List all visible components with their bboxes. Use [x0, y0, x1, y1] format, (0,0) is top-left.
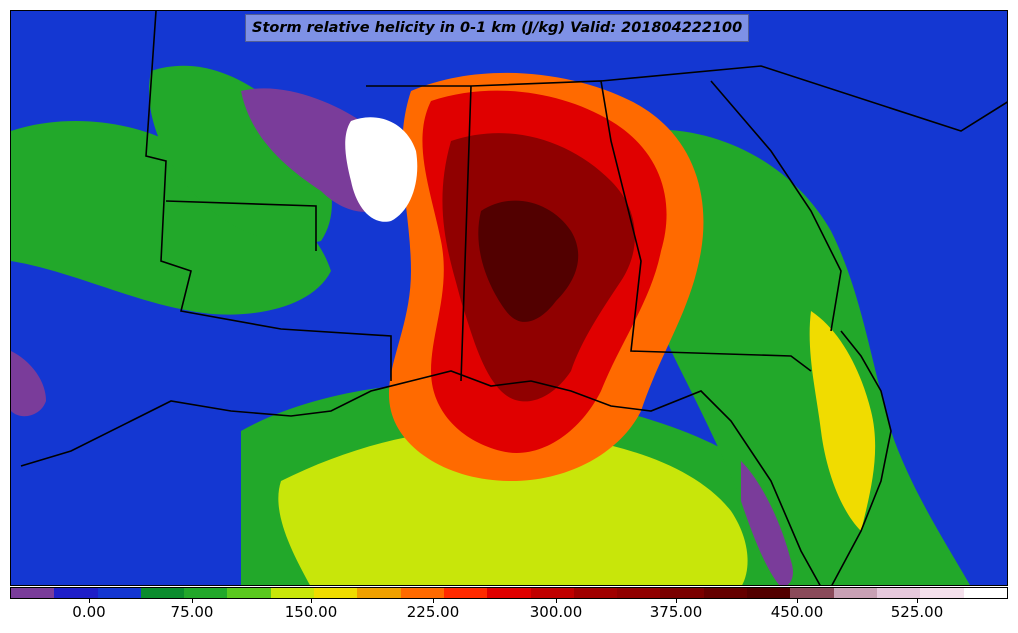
- colorbar-tick-mark: [917, 599, 918, 603]
- colorbar-tick-mark: [192, 599, 193, 603]
- colorbar-tick-label: 375.00: [649, 603, 703, 621]
- colorbar-tick-label: 75.00: [170, 603, 214, 621]
- colorbar-ticks: 0.00 75.00 150.00 225.00 300.00 375.00 450.00 5…: [10, 599, 1008, 629]
- colorbar-tick-label: 450.00: [770, 603, 824, 621]
- colorbar-swatch: [573, 588, 618, 598]
- colorbar-swatch: [227, 588, 271, 598]
- colorbar-swatch: [400, 588, 444, 598]
- helicity-map: [11, 11, 1007, 585]
- colorbar-swatch: [876, 588, 921, 598]
- coastline: [20, 330, 892, 585]
- colorbar-swatch: [530, 588, 574, 598]
- colorbar: [10, 587, 1008, 599]
- colorbar-swatch: [487, 588, 531, 598]
- colorbar-swatch: [660, 588, 704, 598]
- colorbar-tick-mark: [556, 599, 557, 603]
- map-panel: [10, 10, 1008, 586]
- colorbar-swatch: [97, 588, 141, 598]
- colorbar-swatch: [314, 588, 358, 598]
- green-area-east: [629, 129, 970, 585]
- colorbar-swatch: [184, 588, 228, 598]
- colorbar-swatch: [357, 588, 401, 598]
- map-title: Storm relative helicity in 0-1 km (J/kg)…: [245, 14, 750, 42]
- purple-patch-florida: [741, 461, 793, 585]
- colorbar-tick-label: 0.00: [72, 603, 106, 621]
- colorbar-swatch: [790, 588, 834, 598]
- colorbar-tick-mark: [89, 599, 90, 603]
- boundaries: [20, 11, 1007, 585]
- purple-patch-west: [11, 351, 46, 417]
- colorbar-swatch: [833, 588, 877, 598]
- colorbar-tick-mark: [311, 599, 312, 603]
- colorbar-tick-mark: [676, 599, 677, 603]
- colorbar-tick-label: 300.00: [529, 603, 583, 621]
- state-lines: [145, 11, 1007, 382]
- maroon-core: [478, 200, 579, 322]
- colorbar-swatch: [963, 588, 1007, 598]
- yellow-band-east: [809, 311, 876, 531]
- colorbar-swatch: [920, 588, 964, 598]
- green-area-west: [11, 121, 331, 315]
- colorbar-tick-mark: [433, 599, 434, 603]
- colorbar-tick-mark: [797, 599, 798, 603]
- colorbar-swatch: [617, 588, 661, 598]
- colorbar-swatch: [270, 588, 315, 598]
- colorbar-swatch: [703, 588, 748, 598]
- colorbar-swatch: [11, 588, 55, 598]
- white-patch: [345, 117, 418, 222]
- yellow-band-gulf: [278, 428, 748, 585]
- colorbar-swatch: [140, 588, 185, 598]
- green-area-central: [149, 65, 332, 244]
- colorbar-swatch: [747, 588, 791, 598]
- colorbar-tick-label: 150.00: [284, 603, 338, 621]
- colorbar-swatch: [443, 588, 488, 598]
- colorbar-swatch: [54, 588, 98, 598]
- colorbar-tick-label: 225.00: [406, 603, 460, 621]
- colorbar-tick-label: 525.00: [890, 603, 944, 621]
